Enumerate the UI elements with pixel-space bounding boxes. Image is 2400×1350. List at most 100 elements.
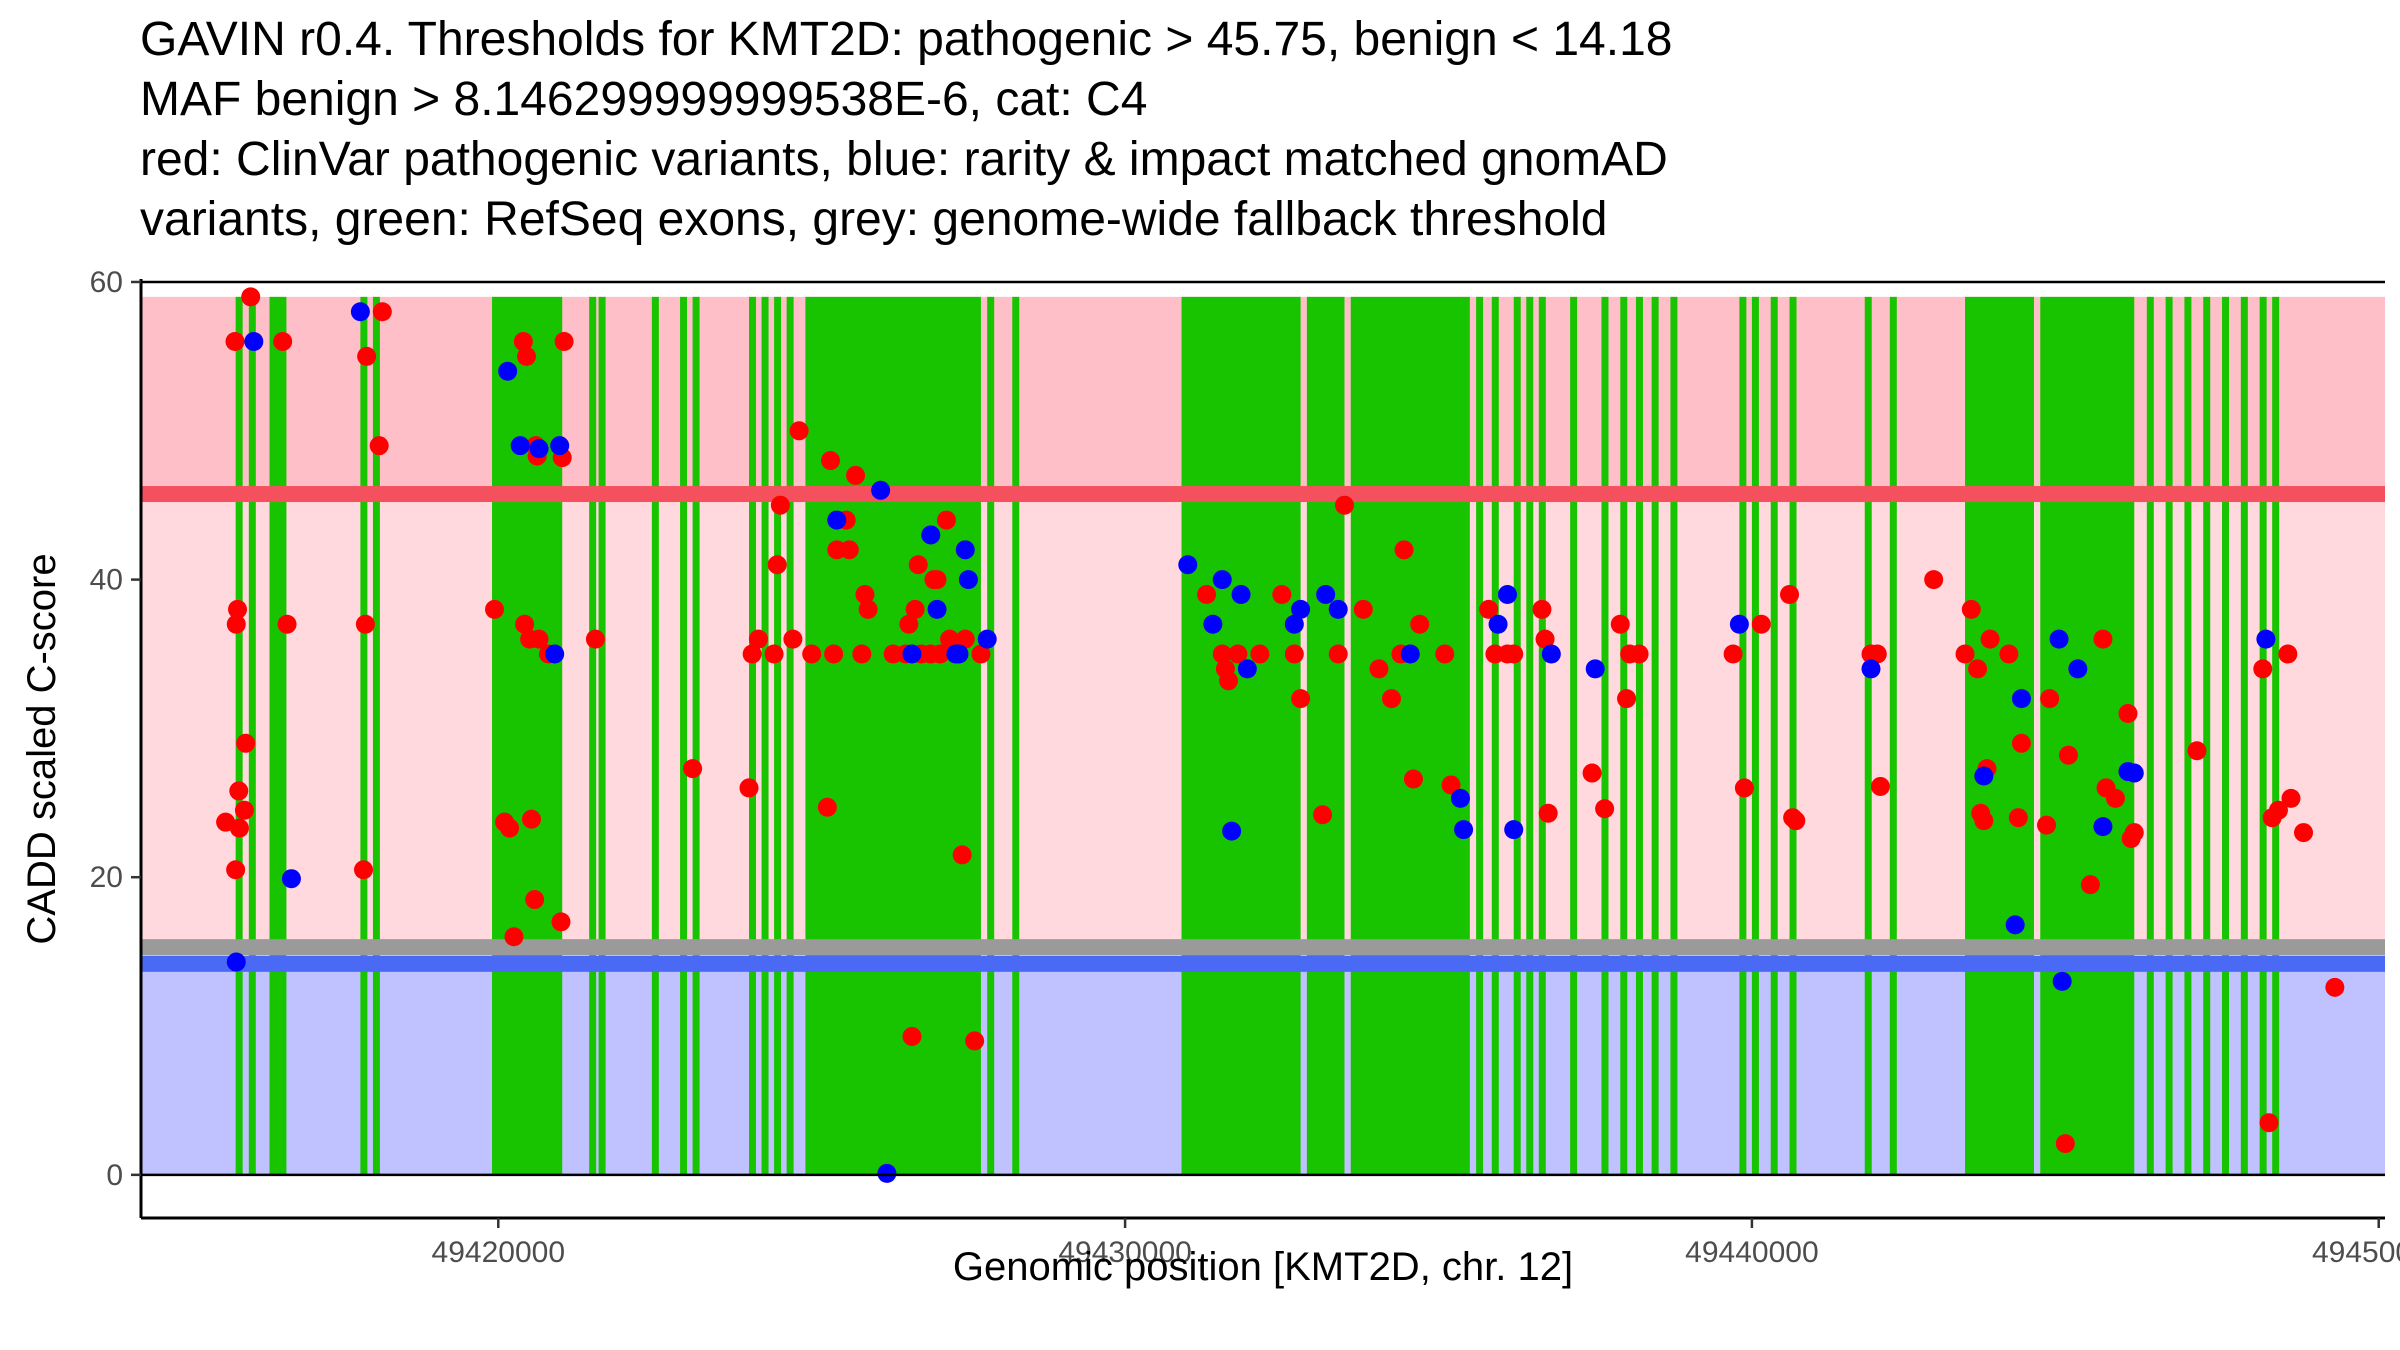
clinvar-point bbox=[234, 800, 254, 820]
clinvar-point bbox=[516, 346, 536, 366]
clinvar-point bbox=[2325, 977, 2345, 997]
clinvar-point bbox=[971, 644, 991, 664]
gnomad-point bbox=[1237, 659, 1257, 679]
exon-bar bbox=[360, 296, 368, 1175]
clinvar-point bbox=[820, 451, 840, 471]
gnomad-point bbox=[545, 644, 565, 664]
clinvar-point bbox=[1924, 570, 1944, 590]
gnomad-point bbox=[1222, 821, 1242, 841]
y-tick-label: 60 bbox=[90, 266, 123, 299]
clinvar-point bbox=[2093, 629, 2113, 649]
y-axis-title: CADD scaled C-score bbox=[20, 553, 64, 944]
clinvar-point bbox=[858, 599, 878, 619]
clinvar-point bbox=[2040, 689, 2060, 709]
clinvar-point bbox=[1867, 644, 1887, 664]
clinvar-point bbox=[1968, 659, 1988, 679]
clinvar-point bbox=[2281, 788, 2301, 808]
exon-bar bbox=[598, 296, 606, 1175]
clinvar-point bbox=[936, 510, 956, 530]
clinvar-point bbox=[770, 495, 790, 515]
clinvar-point bbox=[513, 332, 533, 352]
title-line-2: MAF benign > 8.146299999999538E-6, cat: … bbox=[140, 73, 1148, 126]
pathogenic-threshold-line bbox=[141, 486, 2385, 503]
clinvar-point bbox=[357, 346, 377, 366]
gnomad-point bbox=[1861, 659, 1881, 679]
gnomad-point bbox=[977, 629, 997, 649]
clinvar-point bbox=[2253, 659, 2273, 679]
clinvar-point bbox=[742, 644, 762, 664]
exon-bar bbox=[1889, 296, 1897, 1175]
exon-bar bbox=[235, 296, 243, 1175]
x-tick-label: 49430000 bbox=[1058, 1236, 1191, 1269]
clinvar-point bbox=[1334, 495, 1354, 515]
exon-bar bbox=[1570, 296, 1578, 1175]
clinvar-point bbox=[229, 781, 249, 801]
exon-bar bbox=[1789, 296, 1797, 1175]
clinvar-point bbox=[739, 778, 759, 798]
clinvar-point bbox=[1955, 644, 1975, 664]
clinvar-point bbox=[229, 818, 249, 838]
gnomad-point bbox=[1316, 584, 1336, 604]
clinvar-series bbox=[216, 287, 2345, 1154]
benign-threshold-line bbox=[141, 955, 2385, 972]
exon-bar bbox=[1601, 296, 1609, 1175]
clinvar-point bbox=[1212, 644, 1232, 664]
clinvar-point bbox=[228, 599, 248, 619]
clinvar-point bbox=[1786, 811, 1806, 831]
exon-bar bbox=[372, 296, 380, 1175]
clinvar-point bbox=[1441, 775, 1461, 795]
gnomad-point bbox=[244, 332, 264, 352]
clinvar-point bbox=[2011, 733, 2031, 753]
clinvar-point bbox=[1999, 644, 2019, 664]
clinvar-point bbox=[1250, 644, 1270, 664]
clinvar-point bbox=[1284, 644, 1304, 664]
clinvar-point bbox=[2055, 1134, 2075, 1154]
clinvar-point bbox=[372, 302, 392, 322]
clinvar-point bbox=[2278, 644, 2298, 664]
gnomad-point bbox=[1231, 584, 1251, 604]
clinvar-point bbox=[764, 644, 784, 664]
clinvar-point bbox=[1504, 644, 1524, 664]
gnomad-point bbox=[2011, 689, 2031, 709]
gnomad-point bbox=[2093, 817, 2113, 837]
gnomad-point bbox=[1497, 584, 1517, 604]
clinvar-point bbox=[767, 555, 787, 575]
gnomad-point bbox=[927, 599, 947, 619]
clinvar-point bbox=[846, 465, 866, 485]
title-line-3: red: ClinVar pathogenic variants, blue: … bbox=[140, 133, 1668, 186]
exon-bar bbox=[2272, 296, 2280, 1175]
fallback-threshold-line bbox=[141, 939, 2385, 956]
exon-bar bbox=[761, 296, 769, 1175]
clinvar-point bbox=[783, 629, 803, 649]
clinvar-point bbox=[1582, 763, 1602, 783]
clinvar-point bbox=[1751, 614, 1771, 634]
clinvar-point bbox=[1723, 644, 1743, 664]
clinvar-point bbox=[1532, 599, 1552, 619]
clinvar-point bbox=[2294, 823, 2314, 843]
gnomad-point bbox=[921, 525, 941, 545]
clinvar-point bbox=[1353, 599, 1373, 619]
exon-bar bbox=[651, 296, 659, 1175]
clinvar-point bbox=[515, 614, 535, 634]
clinvar-point bbox=[1410, 614, 1430, 634]
clinvar-point bbox=[1980, 629, 2000, 649]
clinvar-point bbox=[585, 629, 605, 649]
clinvar-point bbox=[2124, 823, 2144, 843]
gnomad-point bbox=[1729, 614, 1749, 634]
gnomad-point bbox=[510, 436, 530, 456]
clinvar-point bbox=[1538, 803, 1558, 823]
clinvar-point bbox=[748, 629, 768, 649]
gnomad-point bbox=[958, 570, 978, 590]
exon-bar bbox=[2259, 296, 2267, 1175]
clinvar-point bbox=[500, 818, 520, 838]
clinvar-point bbox=[1629, 644, 1649, 664]
threshold-lines bbox=[141, 486, 2385, 972]
clinvar-point bbox=[1228, 644, 1248, 664]
gnomad-point bbox=[1212, 570, 1232, 590]
gnomad-point bbox=[2124, 763, 2144, 783]
clinvar-point bbox=[1369, 659, 1389, 679]
clinvar-point bbox=[683, 759, 703, 779]
exon-bar bbox=[2203, 296, 2211, 1175]
clinvar-point bbox=[551, 912, 571, 932]
gnomad-point bbox=[1400, 644, 1420, 664]
